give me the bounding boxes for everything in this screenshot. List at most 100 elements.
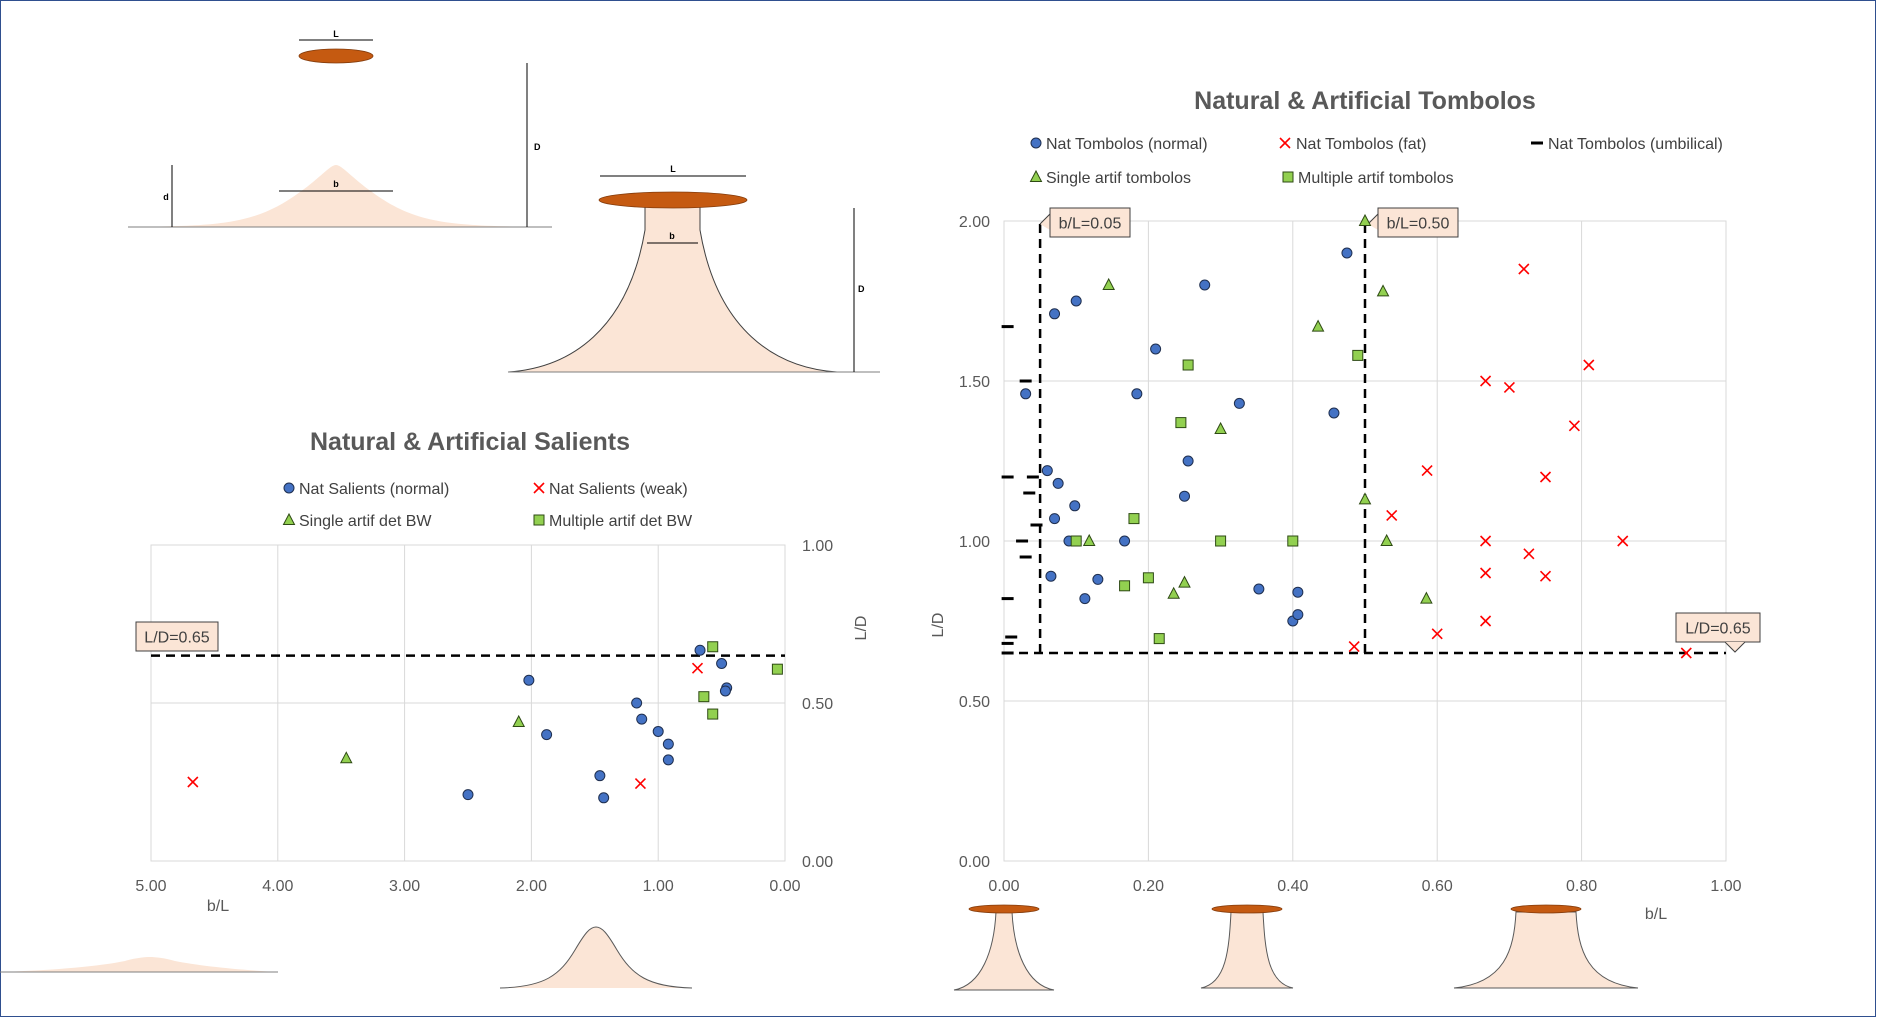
data-point bbox=[1142, 572, 1154, 584]
data-point bbox=[1292, 586, 1304, 598]
diagram-label-D: D bbox=[534, 142, 541, 152]
svg-text:b/L=0.05: b/L=0.05 bbox=[1059, 216, 1122, 233]
data-point bbox=[716, 658, 728, 669]
thumbnail-tombolo-wide bbox=[1453, 904, 1639, 989]
data-point bbox=[1153, 633, 1165, 645]
svg-text:L/D=0.65: L/D=0.65 bbox=[1685, 621, 1750, 638]
data-point bbox=[1503, 381, 1515, 393]
data-point bbox=[1480, 375, 1492, 387]
data-point bbox=[1045, 570, 1057, 582]
y-tick-label: 0.50 bbox=[959, 694, 990, 711]
y-tick-label: 1.00 bbox=[802, 538, 833, 555]
diagram-label-b: b bbox=[333, 179, 339, 189]
data-point bbox=[462, 789, 474, 801]
data-point bbox=[1539, 570, 1552, 582]
x-tick-label: 0.20 bbox=[1133, 878, 1164, 895]
breakwater-shape bbox=[298, 48, 374, 64]
data-point bbox=[1420, 591, 1433, 604]
data-point bbox=[1079, 593, 1091, 605]
data-point bbox=[652, 725, 664, 737]
data-point bbox=[1070, 295, 1082, 307]
salient-shape bbox=[128, 165, 552, 227]
data-point bbox=[523, 674, 535, 686]
data-point bbox=[1052, 477, 1064, 489]
data-point bbox=[1175, 417, 1187, 429]
x-axis-label: b/L bbox=[1645, 906, 1667, 923]
y-tick-label: 1.50 bbox=[959, 374, 990, 391]
data-point bbox=[1348, 641, 1360, 653]
salient-diagram: L d b D bbox=[128, 29, 552, 228]
legend-item: Nat Tombolos (normal) bbox=[1030, 136, 1208, 153]
legend-marker bbox=[283, 482, 295, 494]
data-point bbox=[339, 751, 353, 764]
y-tick-label: 0.00 bbox=[959, 854, 990, 871]
series-x bbox=[1348, 263, 1692, 659]
x-tick-label: 0.60 bbox=[1422, 878, 1453, 895]
data-point bbox=[771, 663, 783, 675]
data-point bbox=[1253, 583, 1265, 595]
data-point bbox=[698, 691, 710, 703]
legend-marker bbox=[1279, 137, 1291, 149]
svg-text:Single artif tombolos: Single artif tombolos bbox=[1046, 170, 1191, 187]
data-point bbox=[512, 714, 526, 727]
legend-item: Nat Tombolos (umbilical) bbox=[1531, 136, 1723, 153]
data-point bbox=[662, 738, 674, 750]
breakwater-shape bbox=[598, 191, 748, 209]
data-point bbox=[1070, 535, 1082, 547]
data-point bbox=[1041, 465, 1053, 477]
legend-marker bbox=[1030, 137, 1042, 149]
legend-item: Multiple artif det BW bbox=[533, 513, 693, 530]
legend-marker bbox=[533, 514, 545, 526]
data-point bbox=[1102, 277, 1116, 290]
data-point bbox=[1380, 533, 1393, 546]
svg-text:Nat Tombolos (fat): Nat Tombolos (fat) bbox=[1296, 136, 1426, 153]
chart-title: Natural & Artificial Tombolos bbox=[1194, 87, 1536, 115]
series-square bbox=[698, 641, 783, 720]
data-point bbox=[631, 697, 643, 709]
data-point bbox=[1199, 279, 1211, 291]
y-tick-label: 2.00 bbox=[959, 214, 990, 231]
data-point bbox=[1287, 535, 1299, 547]
legend-marker bbox=[1029, 169, 1043, 182]
y-tick-label: 1.00 bbox=[959, 534, 990, 551]
data-point bbox=[707, 641, 719, 653]
data-point bbox=[1386, 509, 1398, 521]
reference-line-label: L/D=0.65 bbox=[1675, 612, 1761, 653]
series-dash bbox=[1001, 325, 1043, 655]
data-point bbox=[719, 685, 731, 697]
x-tick-label: 1.00 bbox=[1710, 878, 1741, 895]
data-point bbox=[594, 770, 606, 782]
series-square bbox=[1070, 349, 1364, 645]
data-point bbox=[1358, 492, 1372, 505]
data-point bbox=[1049, 513, 1061, 525]
svg-text:Nat Tombolos (normal): Nat Tombolos (normal) bbox=[1046, 136, 1208, 153]
data-point bbox=[1376, 284, 1390, 297]
legend-item: Nat Salients (normal) bbox=[283, 481, 449, 498]
data-point bbox=[1069, 500, 1081, 512]
data-point bbox=[1292, 609, 1304, 621]
y-axis-label: L/D bbox=[930, 613, 947, 638]
data-point bbox=[636, 713, 648, 725]
diagram-label-D: D bbox=[858, 284, 865, 294]
diagram-label-b: b bbox=[669, 231, 675, 241]
data-point bbox=[1128, 513, 1140, 525]
legend-item: Single artif tombolos bbox=[1029, 169, 1191, 187]
chart-title: Natural & Artificial Salients bbox=[310, 428, 630, 456]
data-point bbox=[1082, 533, 1096, 546]
x-tick-label: 4.00 bbox=[262, 878, 293, 895]
data-point bbox=[1341, 247, 1353, 259]
reference-line-label: b/L=0.50 bbox=[1367, 207, 1459, 238]
legend-marker bbox=[1282, 171, 1294, 183]
data-point bbox=[662, 754, 674, 766]
tombolo-diagram: L b D bbox=[507, 164, 880, 373]
data-point bbox=[1049, 308, 1061, 320]
data-point bbox=[1480, 567, 1492, 579]
data-point bbox=[1167, 586, 1180, 599]
y-axis-label: L/D bbox=[853, 616, 870, 641]
svg-text:Multiple artif det BW: Multiple artif det BW bbox=[549, 513, 693, 530]
x-tick-label: 0.80 bbox=[1566, 878, 1597, 895]
x-axis-label: b/L bbox=[207, 898, 229, 915]
data-point bbox=[1480, 535, 1492, 547]
tombolos-chart: Natural & Artificial Tombolos Nat Tombol… bbox=[930, 87, 1761, 923]
